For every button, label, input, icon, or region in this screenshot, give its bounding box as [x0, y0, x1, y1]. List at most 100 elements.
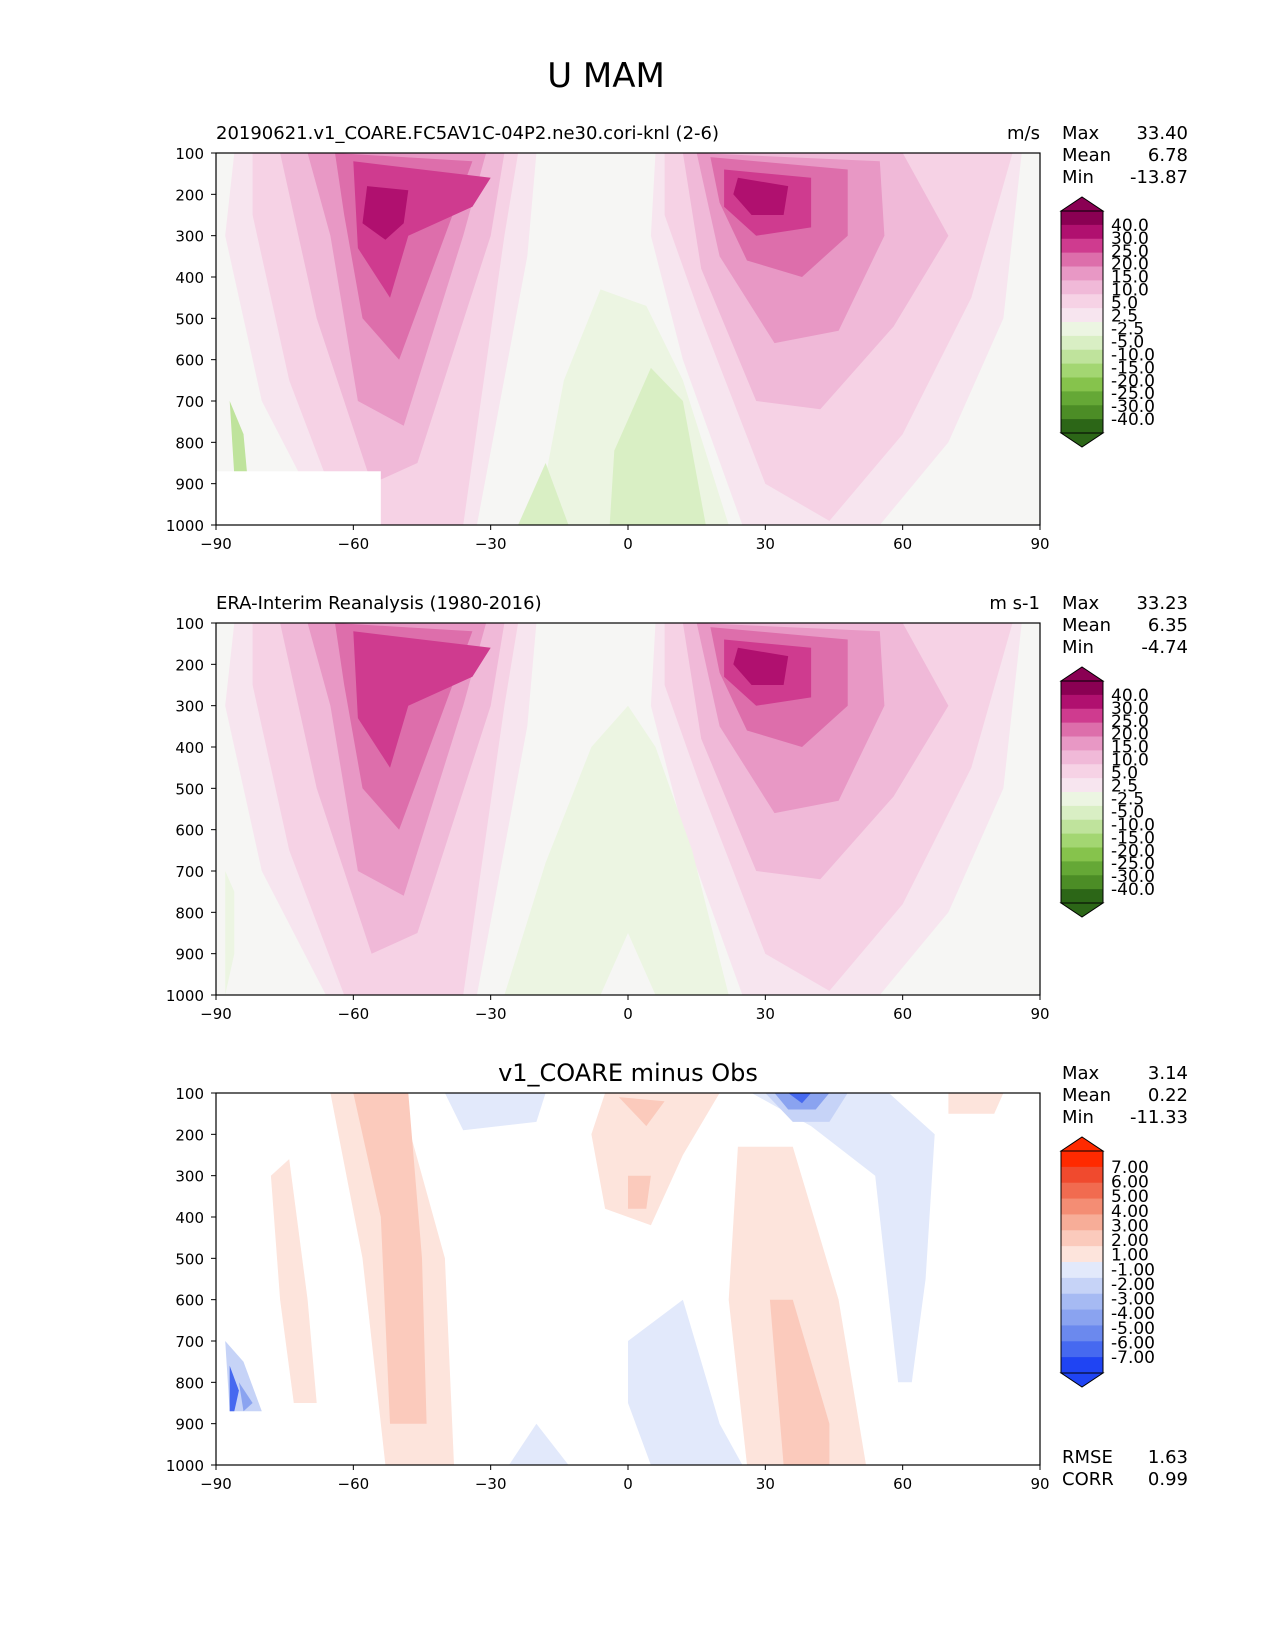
- x-tick-label: −30: [475, 535, 507, 553]
- x-tick-label: −60: [338, 535, 370, 553]
- colorbar-label: 2.5: [1111, 307, 1138, 327]
- colorbar-segment: [1061, 1325, 1103, 1342]
- contour-fill: [229, 1365, 239, 1412]
- colorbar-label: 30.0: [1111, 699, 1149, 719]
- colorbar-segment: [1061, 1277, 1103, 1295]
- colorbar-segment: [1061, 377, 1103, 392]
- colorbar-segment: [1061, 1166, 1103, 1184]
- stat-max-value: 33.23: [1136, 593, 1188, 614]
- colorbar-extend-top: [1059, 666, 1105, 682]
- y-tick-label: 300: [175, 698, 204, 716]
- colorbar-segment: [1061, 819, 1103, 835]
- contour-fill: [238, 1382, 253, 1412]
- stat-max-label: Max: [1062, 593, 1100, 614]
- colorbar-extend-top: [1059, 196, 1105, 212]
- colorbar-label: 1.00: [1111, 1246, 1149, 1266]
- y-tick-label: 200: [175, 186, 204, 204]
- colorbar-segment: [1061, 1357, 1103, 1374]
- y-tick-label: 400: [175, 739, 204, 757]
- contour-fill: [444, 1093, 546, 1131]
- stat-max-value: 33.40: [1136, 123, 1188, 144]
- stat-rmse-label: RMSE: [1062, 1447, 1113, 1468]
- y-tick-label: 200: [175, 1126, 204, 1144]
- colorbar-frame: [1060, 1150, 1104, 1374]
- y-tick-label: 700: [175, 1333, 204, 1351]
- stat-min-value: -11.33: [1130, 1107, 1188, 1128]
- colorbar-segment: [1061, 224, 1103, 240]
- colorbar-label: -3.00: [1111, 1290, 1155, 1310]
- panel-title: v1_COARE minus Obs: [498, 1059, 758, 1087]
- panel-title: 20190621.v1_COARE.FC5AV1C-04P2.ne30.cori…: [216, 123, 719, 144]
- colorbar-segment: [1061, 1341, 1103, 1358]
- stat-mean-value: 0.22: [1148, 1085, 1188, 1106]
- colorbar-segment: [1061, 266, 1103, 281]
- stat-min-value: -4.74: [1141, 637, 1188, 658]
- colorbar-label: 5.0: [1111, 764, 1138, 784]
- colorbar-label: -20.0: [1111, 371, 1155, 391]
- colorbar-segment: [1061, 792, 1103, 807]
- contour-fill: [509, 1423, 569, 1465]
- contour-fill: [504, 705, 729, 995]
- x-tick-label: 30: [756, 535, 775, 553]
- contour-fill: [362, 186, 409, 240]
- stat-max-value: 3.14: [1148, 1063, 1188, 1084]
- contour-fill: [270, 1159, 317, 1403]
- colorbar-segment: [1061, 363, 1103, 378]
- colorbar-label: -40.0: [1111, 410, 1155, 430]
- colorbar-segment: [1061, 833, 1103, 848]
- contour-fill: [948, 1093, 1004, 1114]
- colorbar-label: 40.0: [1111, 686, 1149, 706]
- contour-fill: [229, 401, 248, 484]
- y-tick-label: 900: [175, 946, 204, 964]
- colorbar-segment: [1061, 708, 1103, 724]
- colorbar-label: 20.0: [1111, 255, 1149, 275]
- colorbar-label: -2.5: [1111, 789, 1144, 809]
- colorbar-extend-bottom: [1059, 1372, 1105, 1388]
- colorbar-segment: [1061, 294, 1103, 309]
- colorbar-extend-bottom: [1059, 432, 1105, 448]
- contour-fill: [733, 647, 789, 685]
- colorbar-segment: [1061, 722, 1103, 737]
- contour-fill: [518, 463, 569, 525]
- x-tick-label: −60: [338, 1475, 370, 1493]
- colorbar-segment: [1061, 280, 1103, 295]
- y-tick-label: 800: [175, 1374, 204, 1392]
- colorbar-label: -30.0: [1111, 867, 1155, 887]
- colorbar-label: 10.0: [1111, 751, 1149, 771]
- colorbar-segment: [1061, 322, 1103, 337]
- y-tick-label: 800: [175, 434, 204, 452]
- contour-fill: [618, 1097, 665, 1127]
- colorbar-segment: [1061, 805, 1103, 821]
- colorbar-label: -15.0: [1111, 828, 1155, 848]
- contour-fill: [769, 1299, 830, 1465]
- colorbar-label: -5.0: [1111, 802, 1144, 822]
- colorbar-label: 7.00: [1111, 1158, 1149, 1178]
- y-tick-label: 200: [175, 656, 204, 674]
- stat-max-label: Max: [1062, 123, 1100, 144]
- stat-mean-label: Mean: [1062, 145, 1111, 166]
- colorbar-segment: [1061, 750, 1103, 765]
- colorbar-segment: [1061, 349, 1103, 365]
- stat-min-value: -13.87: [1130, 167, 1188, 188]
- y-tick-label: 100: [175, 145, 204, 163]
- colorbar-segment: [1061, 875, 1103, 890]
- colorbar-label: 3.00: [1111, 1216, 1149, 1236]
- colorbar-label: -5.0: [1111, 332, 1144, 352]
- stat-mean-value: 6.35: [1148, 615, 1188, 636]
- x-tick-label: −90: [200, 535, 232, 553]
- stat-min-label: Min: [1062, 167, 1094, 188]
- x-tick-label: 0: [623, 1475, 633, 1493]
- colorbar-segment: [1061, 1293, 1103, 1311]
- contour-fill: [751, 1093, 935, 1383]
- colorbar-segment: [1061, 211, 1103, 226]
- colorbar-label: 5.0: [1111, 294, 1138, 314]
- x-tick-label: 90: [1030, 1005, 1049, 1023]
- colorbar-label: 30.0: [1111, 229, 1149, 249]
- contour-fill: [591, 1093, 720, 1226]
- y-tick-label: 700: [175, 393, 204, 411]
- y-tick-label: 600: [175, 1292, 204, 1310]
- x-tick-label: 30: [756, 1475, 775, 1493]
- y-tick-label: 500: [175, 310, 204, 328]
- colorbar-label: -7.00: [1111, 1348, 1155, 1368]
